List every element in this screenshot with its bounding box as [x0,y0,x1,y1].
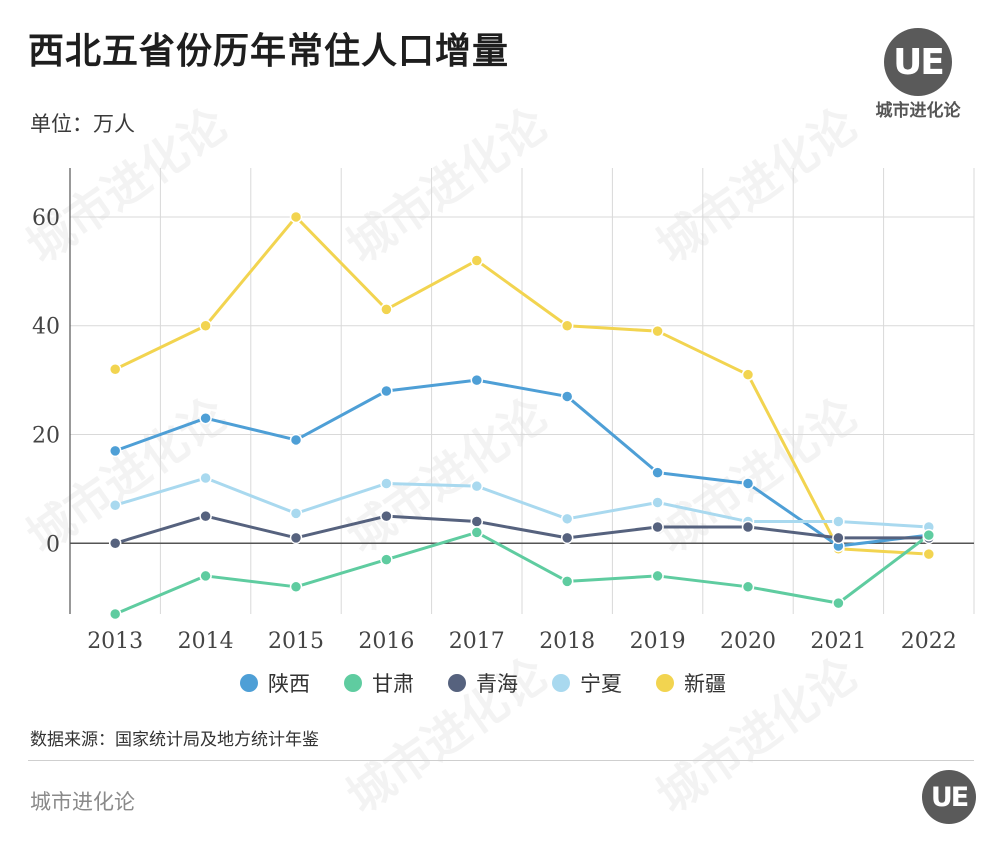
footer-logo-text: UE [930,781,969,813]
y-tick-label: 60 [32,206,60,231]
data-point-甘肃 [651,569,664,583]
data-point-青海 [560,531,574,545]
data-point-陕西 [741,477,755,490]
legend-swatch [448,674,466,692]
legend-label: 新疆 [684,672,726,696]
x-tick-label: 2016 [358,629,414,654]
legend-swatch [240,674,258,692]
data-point-新疆 [651,324,664,338]
data-point-甘肃 [560,575,574,588]
data-point-青海 [741,520,755,534]
data-point-新疆 [922,547,936,561]
y-tick-label: 40 [32,315,60,340]
legend-swatch [656,674,674,692]
unit-label: 单位：万人 [30,112,135,136]
data-point-宁夏 [470,479,484,493]
data-point-宁夏 [380,477,393,490]
footer-brand-name: 城市进化论 [30,790,135,814]
x-tick-label: 2019 [630,629,686,654]
x-tick-label: 2014 [178,629,234,654]
data-point-宁夏 [199,471,212,485]
data-point-陕西 [380,384,393,398]
data-point-新疆 [199,319,212,332]
legend-label: 甘肃 [372,672,414,696]
data-point-青海 [289,531,303,545]
data-point-陕西 [199,411,212,425]
data-point-宁夏 [108,498,122,512]
data-point-陕西 [651,466,664,479]
data-point-陕西 [560,390,574,403]
data-point-宁夏 [832,515,845,528]
legend-label: 青海 [476,672,518,696]
data-point-陕西 [289,433,303,447]
legend-swatch [344,674,362,692]
chart-legend: 陕西 甘肃 青海 宁夏 新疆 [240,670,726,696]
line-chart: 0 20 40 60 2013 2014 2015 2016 2017 2018 2019 2020 2… [32,168,975,654]
x-tick-label: 2022 [901,629,957,654]
x-tick-label: 2015 [268,629,324,654]
data-point-新疆 [741,368,755,381]
data-point-宁夏 [289,507,303,520]
x-tick-label: 2020 [720,629,776,654]
x-tick-label: 2017 [449,629,505,654]
brand-name: 城市进化论 [875,101,961,121]
data-point-宁夏 [560,512,574,526]
series-line-宁夏 [114,476,929,529]
x-tick-label: 2013 [87,629,143,654]
data-point-甘肃 [380,553,393,566]
chart-title: 西北五省份历年常住人口增量 [28,30,510,72]
data-point-青海 [832,531,845,545]
data-point-陕西 [108,444,122,458]
data-point-青海 [108,537,122,550]
data-point-新疆 [560,319,574,332]
brand-logo-text: UE [893,41,945,83]
legend-label: 宁夏 [580,672,622,696]
legend-label: 陕西 [268,672,310,696]
legend-item: 宁夏 [552,668,622,698]
y-tick-label: 0 [46,532,60,557]
data-point-青海 [470,515,484,528]
y-tick-label: 20 [32,424,60,449]
data-point-新疆 [380,303,393,316]
data-point-甘肃 [741,580,755,594]
footer-logo: UE [922,770,976,824]
data-point-甘肃 [470,526,484,539]
data-source: 数据来源：国家统计局及地方统计年鉴 [30,730,319,750]
legend-item: 新疆 [656,668,726,698]
data-point-陕西 [470,373,484,387]
data-point-甘肃 [832,596,845,610]
data-point-甘肃 [289,580,303,594]
data-point-青海 [651,520,664,534]
brand-logo: UE [884,28,952,96]
legend-item: 甘肃 [344,668,414,698]
data-point-新疆 [108,362,122,376]
data-point-甘肃 [108,607,122,621]
divider [28,760,974,761]
series-line-甘肃 [114,530,930,616]
x-tick-label: 2018 [539,629,595,654]
data-point-宁夏 [651,496,664,509]
data-point-甘肃 [922,528,936,542]
x-tick-label: 2021 [810,629,866,654]
legend-item: 青海 [448,668,518,698]
series-line-陕西 [114,378,929,548]
data-point-甘肃 [199,569,212,583]
series-line-青海 [114,514,929,545]
data-point-青海 [199,509,212,523]
legend-swatch [552,674,570,692]
legend-item: 陕西 [240,668,310,698]
data-point-青海 [380,509,393,523]
series-line-新疆 [114,215,929,556]
data-point-新疆 [470,254,484,267]
data-point-新疆 [289,210,303,224]
